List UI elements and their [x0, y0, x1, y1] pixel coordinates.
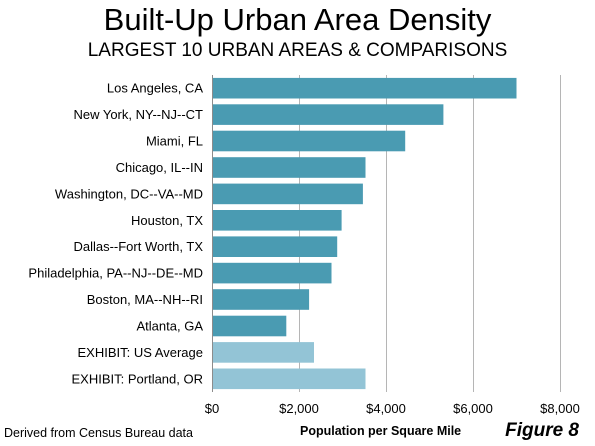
category-label: EXHIBIT: US Average	[78, 345, 204, 360]
category-label: New York, NY--NJ--CT	[73, 107, 203, 122]
category-label: Los Angeles, CA	[107, 81, 203, 96]
category-label: EXHIBIT: Portland, OR	[72, 371, 204, 386]
category-label: Washington, DC--VA--MD	[55, 186, 203, 201]
bar	[212, 368, 366, 390]
category-label: Philadelphia, PA--NJ--DE--MD	[28, 266, 203, 281]
category-label: Chicago, IL--IN	[116, 160, 203, 175]
category-label: Houston, TX	[131, 213, 203, 228]
category-label: Dallas--Fort Worth, TX	[73, 239, 203, 254]
bar	[212, 183, 363, 205]
bar	[212, 157, 366, 178]
x-tick-label: $2,000	[279, 401, 319, 416]
x-tick-label: $6,000	[453, 401, 493, 416]
figure-label: Figure 8	[505, 420, 579, 441]
x-tick-label: $4,000	[366, 401, 406, 416]
x-tick-label: $0	[205, 401, 219, 416]
bar	[212, 130, 406, 152]
source-note: Derived from Census Bureau data	[4, 426, 193, 440]
bar	[212, 104, 444, 125]
bar	[212, 315, 287, 337]
bar	[212, 236, 338, 257]
x-tick-label: $8,000	[540, 401, 580, 416]
bar	[212, 210, 342, 231]
chart-subtitle: LARGEST 10 URBAN AREAS & COMPARISONS	[87, 40, 508, 61]
bar	[212, 342, 314, 363]
category-label: Miami, FL	[146, 134, 203, 149]
bar	[212, 289, 310, 310]
chart-title: Built-Up Urban Area Density	[103, 2, 492, 37]
category-label: Boston, MA--NH--RI	[87, 292, 203, 307]
x-axis-label: Population per Square Mile	[300, 424, 462, 438]
bar	[212, 77, 517, 99]
category-label: Atlanta, GA	[137, 319, 204, 334]
bar	[212, 262, 332, 284]
